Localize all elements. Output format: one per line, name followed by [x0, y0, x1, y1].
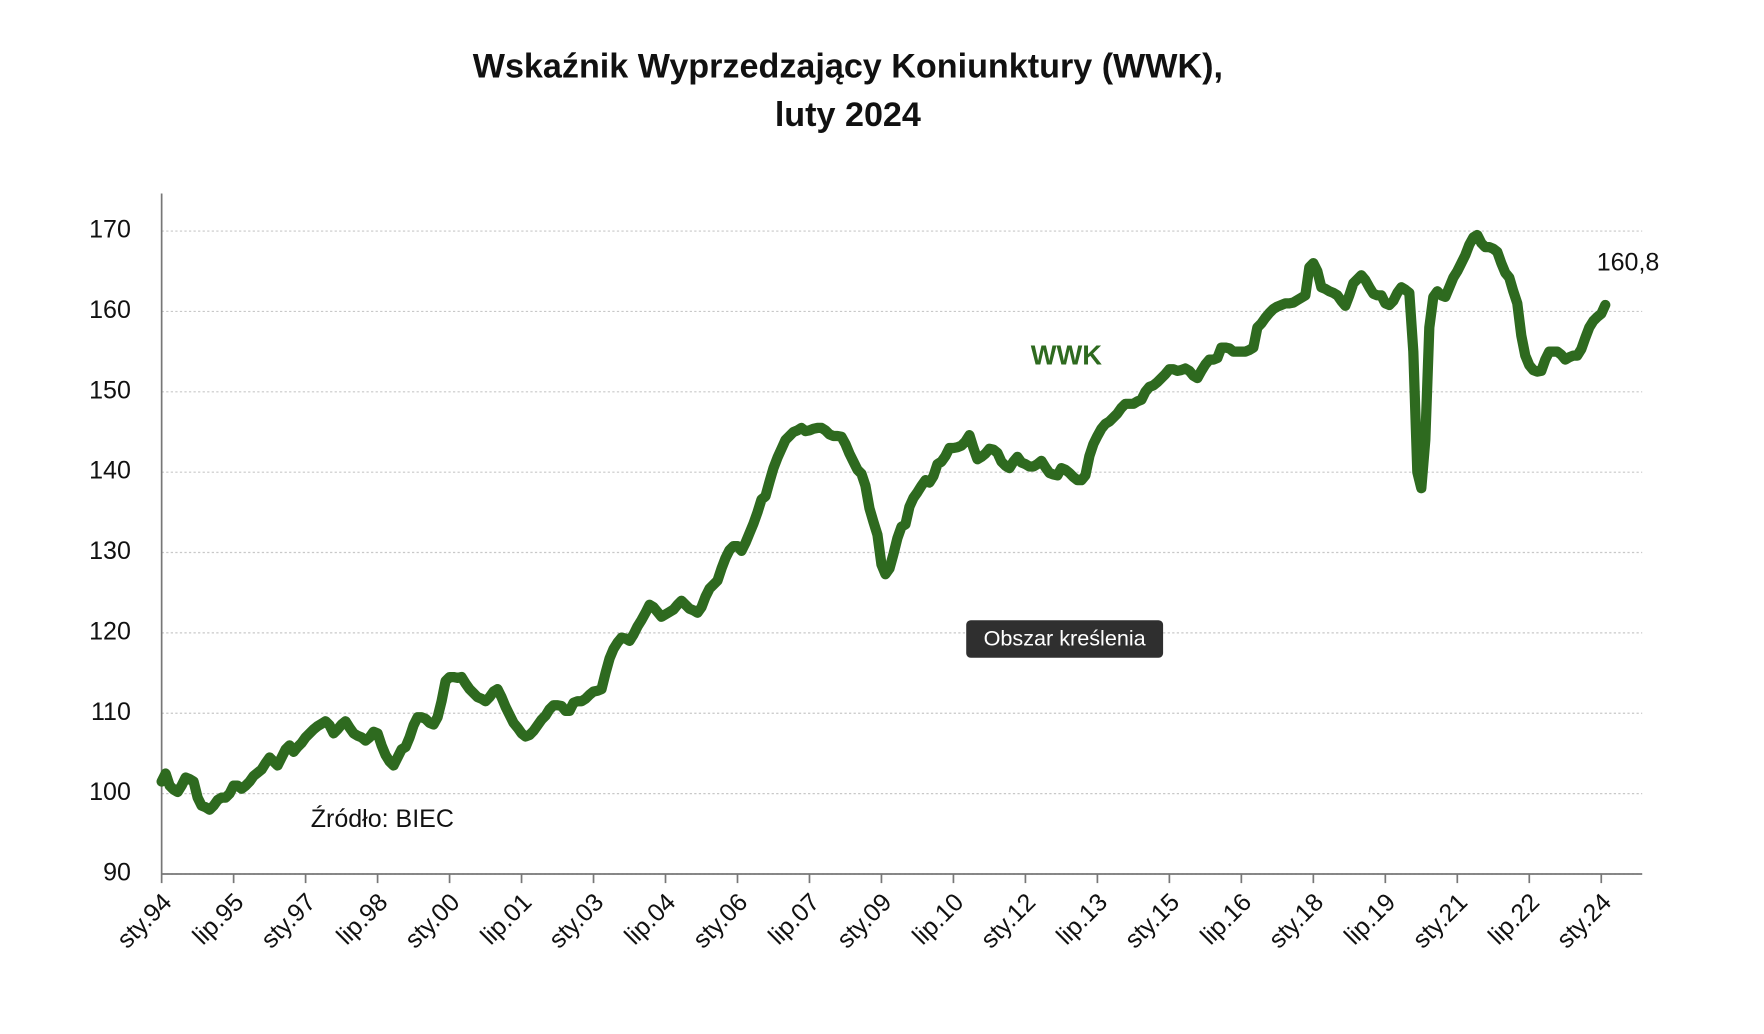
y-tick-label: 130 [89, 537, 131, 565]
series-label: WWK [1031, 340, 1103, 371]
x-tick-label: sty.03 [544, 888, 610, 954]
data-line [156, 229, 1611, 815]
y-tick-label: 120 [89, 617, 131, 645]
chart-subtitle: luty 2024 [775, 96, 921, 134]
x-tick-label: lip.16 [1195, 888, 1257, 950]
x-tick-label: sty.06 [688, 888, 754, 954]
y-tick-label: 170 [89, 216, 131, 244]
x-tick-label: sty.21 [1407, 888, 1473, 954]
plot-area: WWK 160,8 [156, 229, 1660, 815]
x-tick-label: sty.97 [256, 888, 322, 954]
x-tick-label: sty.94 [112, 888, 178, 954]
x-tick-label: sty.12 [975, 888, 1041, 954]
y-tick-label: 140 [89, 457, 131, 485]
data-label: 160,8 [1597, 249, 1660, 277]
x-tick-label: lip.98 [331, 888, 393, 950]
x-tick-label: sty.00 [400, 888, 466, 954]
x-tick-label: lip.13 [1051, 888, 1113, 950]
x-tick-label: lip.19 [1339, 888, 1401, 950]
y-tick-label: 110 [91, 698, 131, 726]
source-note: Źródło: BIEC [311, 804, 454, 833]
x-tick-label: lip.10 [907, 888, 969, 950]
y-tick-label: 100 [89, 778, 131, 806]
x-tick-label: lip.22 [1483, 888, 1545, 950]
x-tick-label: lip.07 [763, 888, 825, 950]
y-tick-label: 150 [89, 376, 131, 404]
tooltip-box [966, 620, 1164, 658]
grid [161, 230, 1643, 875]
y-tick-label: 160 [89, 296, 131, 324]
x-tick-label: sty.24 [1551, 888, 1617, 954]
x-tick-label: sty.15 [1119, 888, 1185, 954]
x-tick-label: lip.95 [187, 888, 249, 950]
x-tick-label: sty.18 [1263, 888, 1329, 954]
x-tick-label: lip.01 [475, 888, 537, 950]
y-tick-label: 90 [103, 859, 131, 887]
tooltip-text: Obszar kreślenia [984, 625, 1147, 650]
chart-title: Wskaźnik Wyprzedzający Koniunktury (WWK)… [473, 47, 1223, 85]
x-tick-label: lip.04 [619, 888, 681, 950]
tooltip: Obszar kreślenia [966, 620, 1164, 658]
x-tick-label: sty.09 [832, 888, 898, 954]
